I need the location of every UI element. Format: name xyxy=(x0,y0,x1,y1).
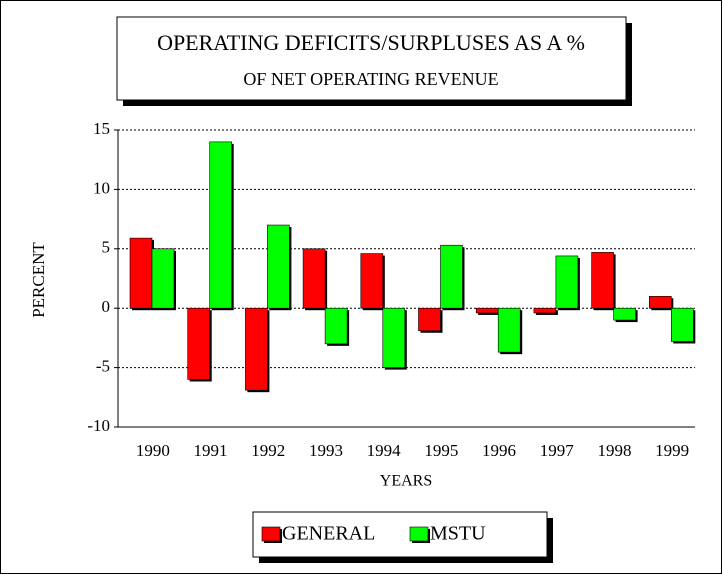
chart-title: OPERATING DEFICITS/SURPLUSES AS A % xyxy=(157,30,585,55)
bar xyxy=(475,307,499,314)
x-tick-label: 1996 xyxy=(482,441,516,460)
y-tick-label: -10 xyxy=(87,416,110,435)
bar xyxy=(555,255,579,309)
bar xyxy=(591,252,614,309)
x-tick-label: 1992 xyxy=(251,441,285,460)
x-tick-label: 1993 xyxy=(309,441,343,460)
y-tick-label: 0 xyxy=(102,297,111,316)
x-tick-label: 1999 xyxy=(655,441,689,460)
x-axis-label: YEARS xyxy=(380,473,432,490)
x-tick-label: 1990 xyxy=(136,441,170,460)
title-box xyxy=(116,16,627,101)
legend-swatch xyxy=(409,526,429,542)
bar xyxy=(209,141,232,309)
y-tick-label: 10 xyxy=(93,178,110,197)
x-tick-label: 1991 xyxy=(194,441,228,460)
x-tick-label: 1995 xyxy=(424,441,458,460)
x-tick-label: 1998 xyxy=(597,441,631,460)
bar xyxy=(382,307,406,368)
y-tick-label: 15 xyxy=(93,119,110,138)
bar xyxy=(613,307,636,321)
x-tick-label: 1994 xyxy=(367,441,402,460)
legend-box xyxy=(252,511,548,558)
y-axis-label: PERCENT xyxy=(29,242,48,318)
bar xyxy=(533,307,557,314)
bar xyxy=(648,296,672,309)
y-tick-label: -5 xyxy=(96,357,110,376)
bar xyxy=(670,307,694,342)
bar xyxy=(267,224,290,309)
chart-subtitle: OF NET OPERATING REVENUE xyxy=(243,69,498,89)
bar xyxy=(302,248,326,309)
bar xyxy=(360,253,384,309)
bar xyxy=(418,307,441,332)
bar xyxy=(187,307,210,380)
bar xyxy=(324,307,348,345)
bar xyxy=(151,248,175,309)
bar xyxy=(440,244,463,309)
legend-swatch xyxy=(261,526,281,542)
legend-label: GENERAL xyxy=(282,523,375,545)
y-tick-label: 5 xyxy=(102,238,111,257)
legend-label: MSTU xyxy=(430,523,486,545)
bar xyxy=(129,237,153,309)
x-tick-label: 1997 xyxy=(540,441,575,460)
bar xyxy=(245,307,268,391)
bar xyxy=(497,307,521,353)
